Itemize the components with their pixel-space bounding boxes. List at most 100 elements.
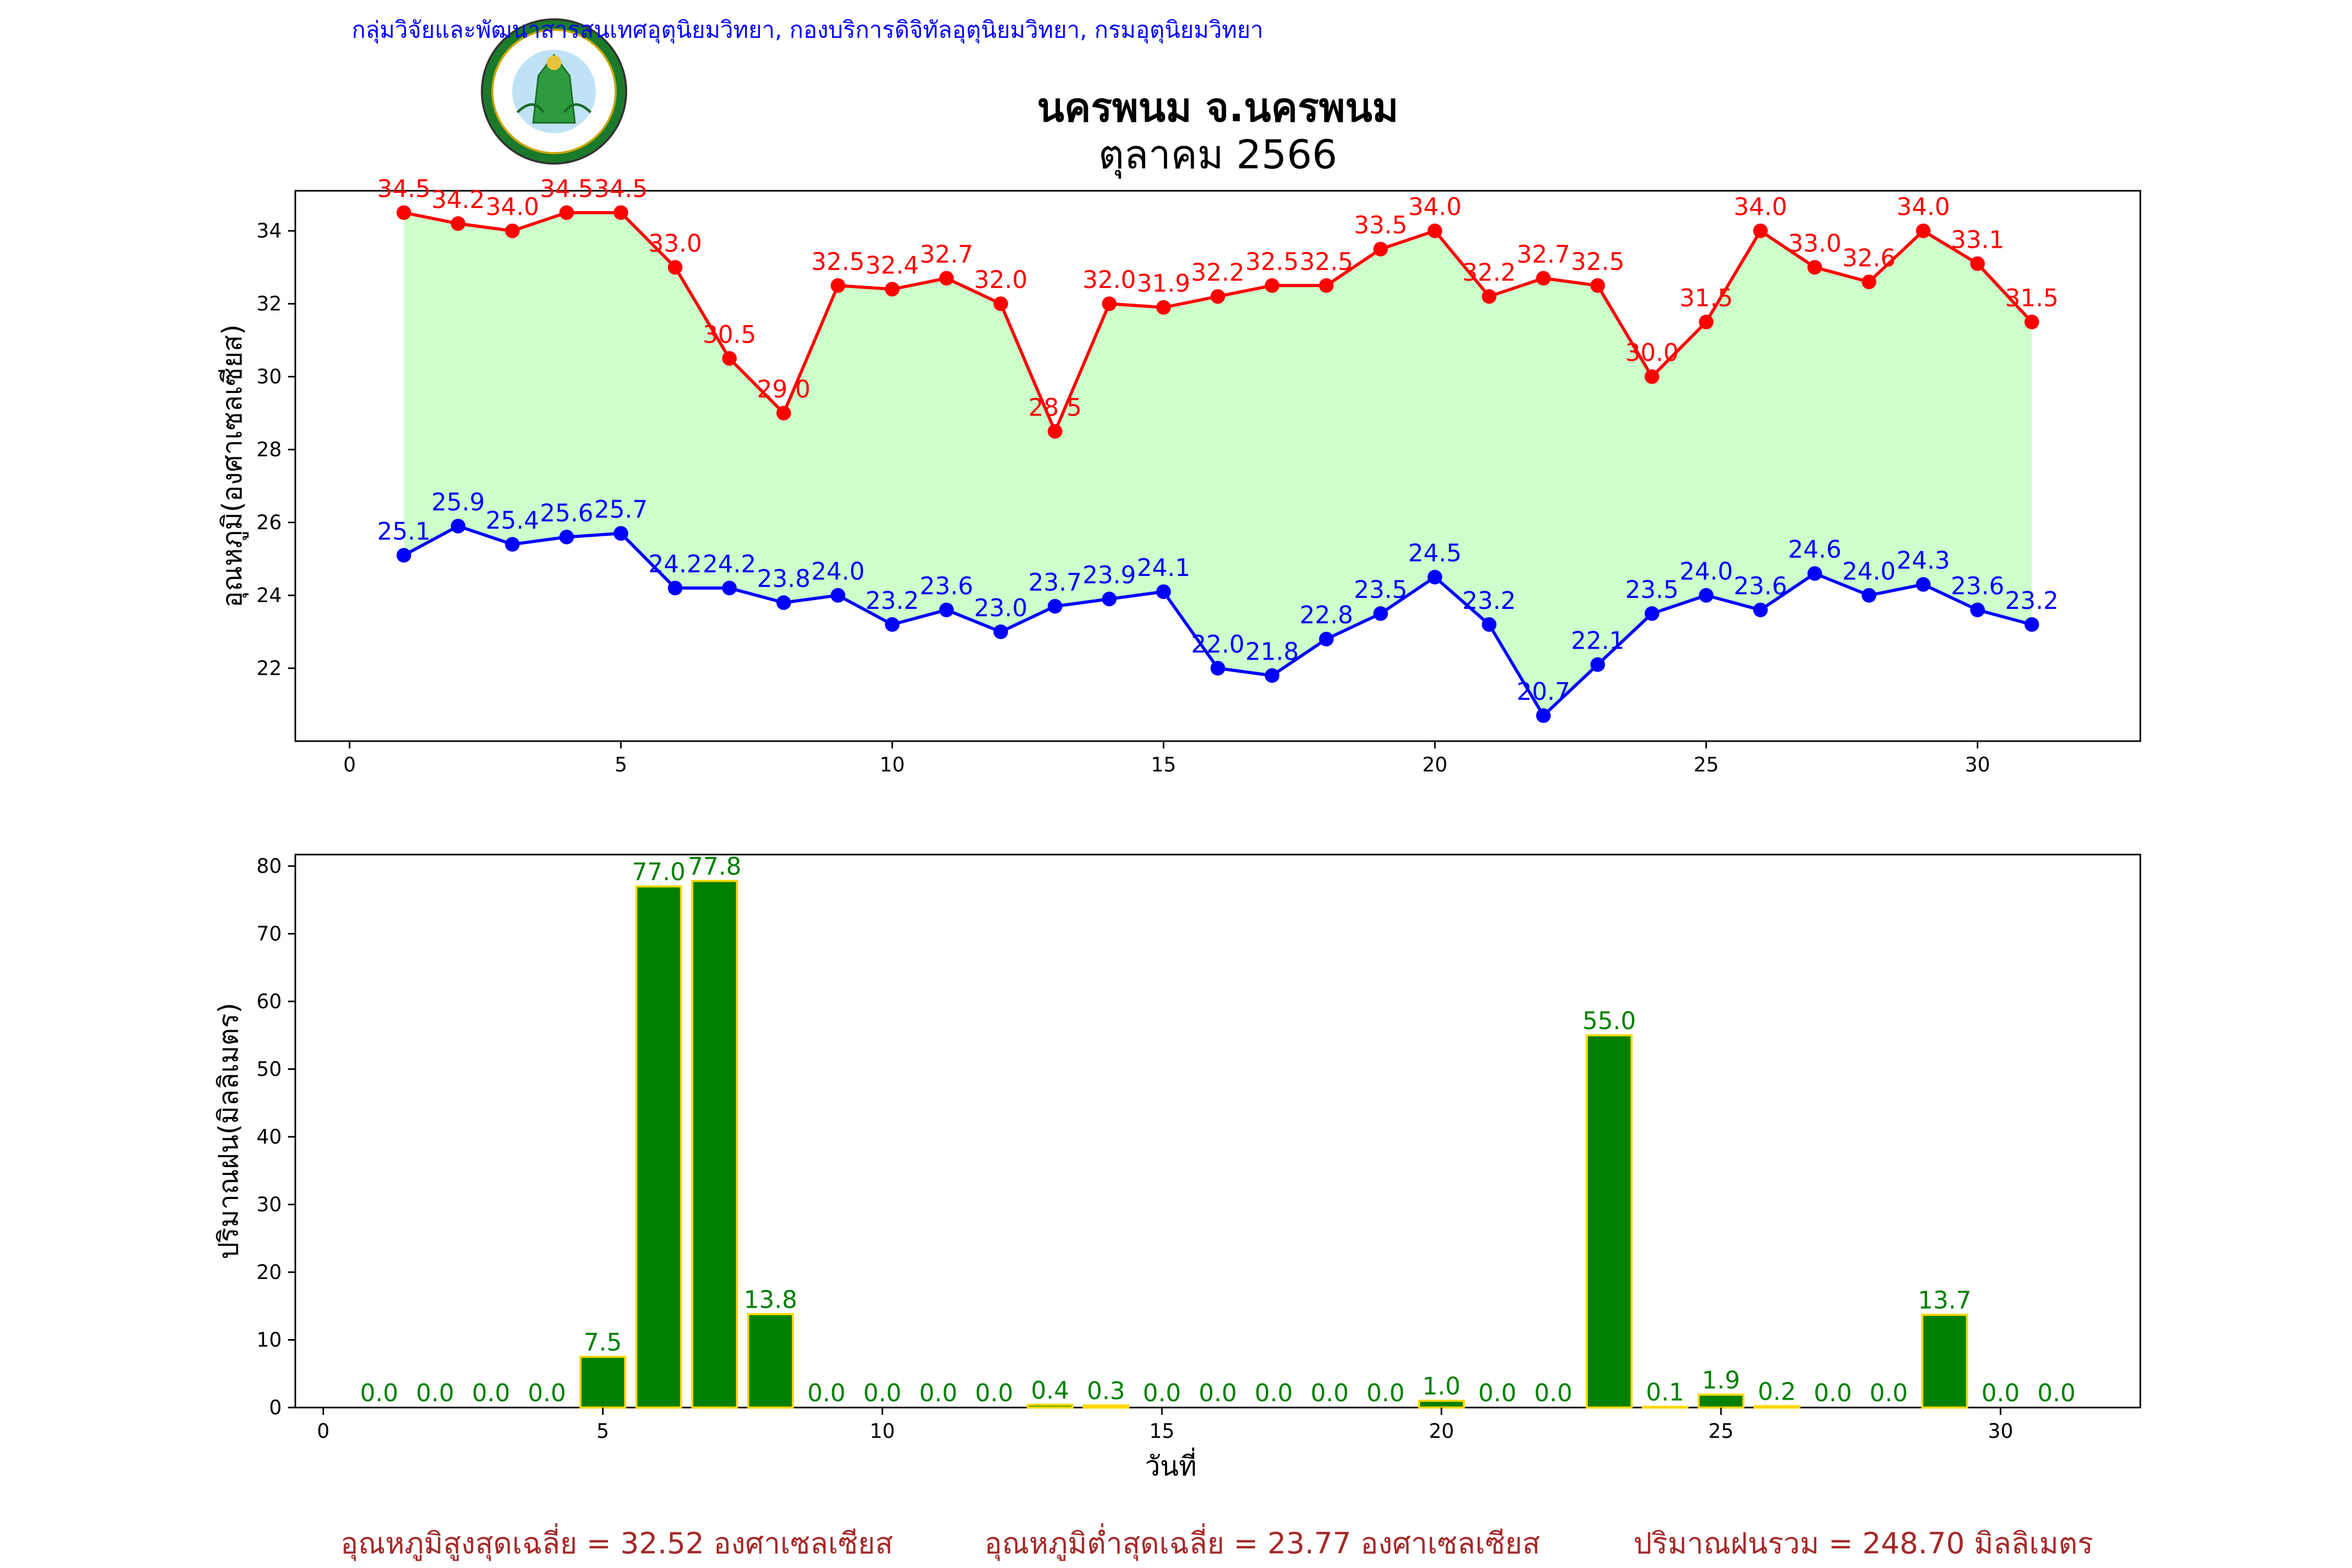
temperature-max-data-label: 34.0: [1408, 193, 1461, 221]
temperature-min-point: [1861, 588, 1876, 603]
temperature-max-data-label: 34.0: [486, 193, 539, 221]
rainfall-bar: [1921, 1313, 1968, 1409]
temperature-min-data-label: 25.1: [377, 517, 430, 545]
temperature-max-data-label: 30.0: [1625, 339, 1678, 367]
temperature-max-data-label: 30.5: [702, 320, 756, 349]
temperature-min-data-label: 23.8: [757, 564, 810, 593]
temperature-min-point: [776, 595, 791, 610]
temperature-min-data-label: 23.7: [1028, 568, 1081, 596]
temperature-max-data-label: 29.0: [757, 375, 810, 403]
rainfall-xtick-label: 30: [1988, 1420, 2013, 1443]
rainfall-data-label: 0.0: [1143, 1379, 1181, 1407]
temperature-min-data-label: 24.0: [1842, 557, 1896, 585]
temperature-xtick-label: 20: [1422, 753, 1447, 776]
temperature-min-data-label: 25.6: [540, 499, 593, 527]
temperature-max-point: [1590, 278, 1605, 293]
temperature-min-point: [1156, 584, 1171, 599]
rainfall-data-label: 0.0: [1366, 1379, 1404, 1407]
temperature-min-data-label: 24.1: [1137, 554, 1190, 582]
rainfall-data-label: 0.0: [416, 1379, 454, 1407]
temperature-max-point: [939, 271, 954, 286]
rainfall-xtick-label: 0: [317, 1420, 329, 1443]
temperature-max-point: [1210, 289, 1225, 304]
rainfall-bar: [1753, 1405, 1801, 1409]
temperature-min-data-label: 23.6: [1951, 572, 2004, 600]
temperature-min-point: [1807, 566, 1823, 581]
temperature-max-point: [1319, 278, 1334, 293]
temperature-min-data-label: 23.5: [1625, 575, 1678, 604]
temperature-max-data-label: 32.5: [1571, 247, 1624, 275]
temperature-min-point: [885, 617, 900, 632]
temperature-min-point: [613, 526, 628, 541]
rainfall-ytick-label: 60: [257, 990, 282, 1013]
temperature-max-data-label: 32.4: [866, 251, 919, 279]
rainfall-data-label: 0.3: [1087, 1377, 1125, 1405]
temperature-min-data-label: 23.5: [1354, 575, 1407, 604]
temperature-max-data-label: 32.7: [1517, 240, 1570, 268]
temperature-min-point: [1753, 602, 1768, 617]
footer-rain-total: ปริมาณฝนรวม = 248.70 มิลลิเมตร: [1633, 1527, 2093, 1561]
temperature-max-point: [831, 278, 846, 293]
temperature-min-point: [722, 581, 737, 596]
rainfall-data-label: 0.0: [808, 1379, 846, 1407]
rainfall-data-label: 0.0: [1870, 1379, 1908, 1407]
temperature-min-data-label: 25.9: [431, 488, 485, 516]
rainfall-data-label: 0.0: [1534, 1379, 1572, 1407]
temperature-min-data-label: 23.6: [1734, 572, 1787, 600]
temperature-xtick-label: 0: [343, 753, 356, 776]
temperature-min-point: [1427, 570, 1443, 585]
temperature-max-data-label: 32.5: [1246, 247, 1299, 275]
temperature-min-data-label: 23.2: [866, 586, 919, 615]
temperature-max-point: [1699, 315, 1714, 330]
rainfall-xtick-label: 20: [1429, 1420, 1454, 1443]
temperature-xtick-label: 15: [1151, 753, 1176, 776]
rainfall-data-label: 77.8: [688, 852, 741, 881]
temperature-min-point: [993, 624, 1008, 639]
temperature-max-data-label: 28.5: [1028, 393, 1081, 421]
temperature-max-data-label: 32.0: [1082, 266, 1136, 294]
temperature-min-data-label: 24.0: [811, 557, 864, 585]
temperature-min-point: [451, 518, 466, 534]
temperature-min-data-label: 24.2: [649, 550, 702, 578]
rainfall-bar: [1027, 1403, 1074, 1409]
temperature-max-point: [1861, 274, 1876, 290]
temperature-range-fill: [403, 212, 2032, 716]
rainfall-ytick-label: 20: [257, 1261, 282, 1284]
temperature-min-data-label: 23.6: [920, 572, 973, 600]
temperature-max-point: [1970, 256, 1985, 271]
temperature-min-data-label: 25.4: [486, 506, 539, 534]
temperature-max-point: [1264, 278, 1279, 293]
temperature-ytick-label: 26: [257, 511, 282, 534]
rainfall-data-label: 0.0: [472, 1379, 510, 1407]
temperature-max-point: [1156, 300, 1171, 315]
temperature-max-data-label: 32.5: [1299, 247, 1353, 275]
footer-avg-max: อุณหภูมิสูงสุดเฉลี่ย = 32.52 องศาเซลเซีย…: [340, 1523, 893, 1561]
rainfall-data-label: 0.0: [919, 1379, 958, 1407]
rainfall-xtick-label: 25: [1709, 1420, 1734, 1443]
temperature-max-point: [613, 205, 628, 220]
department-logo: [481, 18, 627, 165]
temperature-max-point: [2024, 315, 2039, 330]
temperature-ylabel: อุณหภูมิ(องศาเซลเซียส): [217, 325, 249, 608]
temperature-max-point: [776, 406, 791, 421]
temperature-min-data-label: 23.2: [2005, 586, 2058, 615]
temperature-max-data-label: 31.5: [1679, 284, 1733, 312]
temperature-min-point: [1970, 602, 1985, 617]
rainfall-data-label: 0.0: [1198, 1379, 1237, 1407]
temperature-max-data-label: 33.1: [1951, 225, 2004, 253]
temperature-max-point: [1482, 289, 1497, 304]
rainfall-data-label: 13.7: [1918, 1286, 1971, 1315]
temperature-ytick-label: 34: [257, 220, 282, 243]
temperature-max-data-label: 33.5: [1354, 211, 1407, 239]
temperature-max-data-label: 32.0: [974, 266, 1027, 294]
temperature-min-point: [396, 548, 411, 563]
temperature-ytick-label: 30: [257, 365, 282, 388]
rainfall-data-label: 0.0: [2037, 1379, 2076, 1407]
temperature-max-data-label: 34.5: [540, 175, 593, 203]
temperature-min-data-label: 22.1: [1571, 627, 1624, 655]
temperature-min-data-label: 24.6: [1788, 535, 1841, 563]
rainfall-bar: [1641, 1405, 1689, 1409]
rainfall-panel: 0.0 0.0 0.0 0.0 7.5 77.0 77.8 13.8 0.0 0.0 0.0 0.0 0…: [213, 852, 2141, 1482]
temperature-min-point: [2024, 617, 2039, 632]
temperature-xtick-label: 10: [880, 753, 905, 776]
